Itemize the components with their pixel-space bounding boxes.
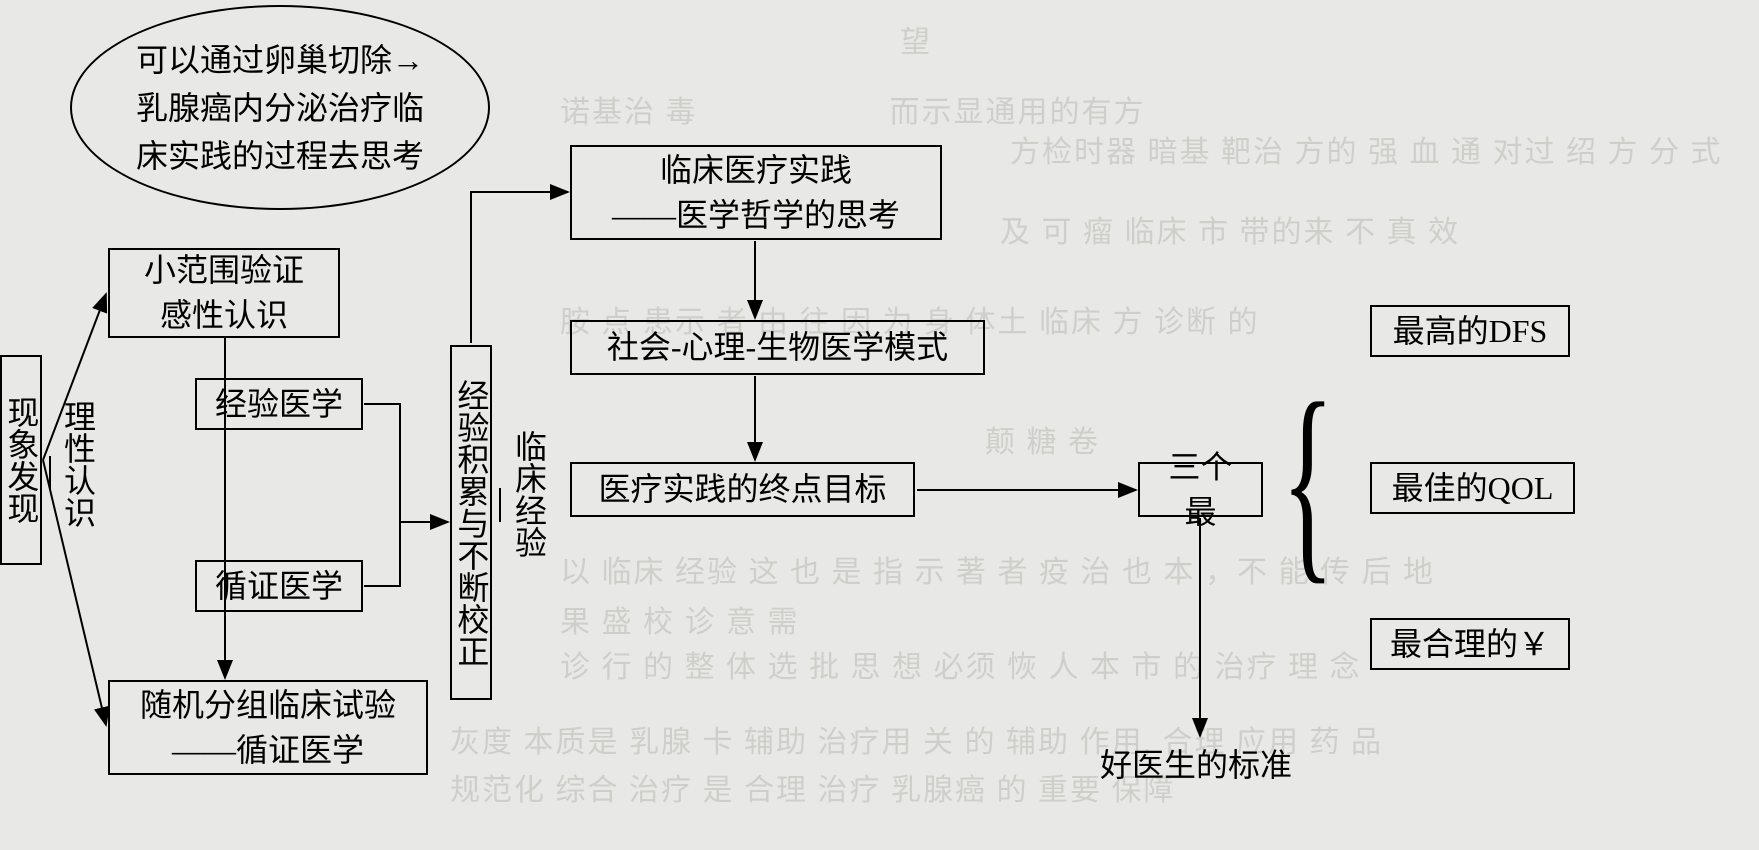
discover-box: 现象发现 bbox=[0, 355, 42, 565]
good-doctor-label: 好医生的标准 bbox=[1100, 740, 1292, 786]
yen-box: 最合理的￥ bbox=[1370, 618, 1570, 670]
bps-model-box: 社会-心理-生物医学模式 bbox=[570, 320, 985, 375]
qol-box: 最佳的QOL bbox=[1370, 462, 1575, 514]
ebm-box: 循证医学 bbox=[195, 560, 363, 612]
small-scope-box: 小范围验证 感性认识 bbox=[108, 248, 340, 338]
empirical-medicine-box: 经验医学 bbox=[195, 378, 363, 430]
brace: { bbox=[1281, 370, 1334, 590]
endpoint-goal-box: 医疗实践的终点目标 bbox=[570, 462, 915, 517]
clinical-exp-label: 临床经验 bbox=[506, 430, 552, 558]
diagram: 可以通过卵巢切除→ 乳腺癌内分泌治疗临 床实践的过程去思考 现象发现 理性认识 … bbox=[0, 0, 1759, 850]
clinical-practice-box: 临床医疗实践 ——医学哲学的思考 bbox=[570, 145, 942, 240]
thought-ellipse: 可以通过卵巢切除→ 乳腺癌内分泌治疗临 床实践的过程去思考 bbox=[70, 5, 490, 210]
accumulate-box: 经验积累与不断校正 bbox=[450, 345, 492, 700]
random-trial-box: 随机分组临床试验 ——循证医学 bbox=[108, 680, 428, 775]
rational-label: 理性认识 bbox=[55, 400, 101, 528]
three-best-box: 三个最 bbox=[1138, 462, 1263, 517]
dfs-box: 最高的DFS bbox=[1370, 305, 1570, 357]
